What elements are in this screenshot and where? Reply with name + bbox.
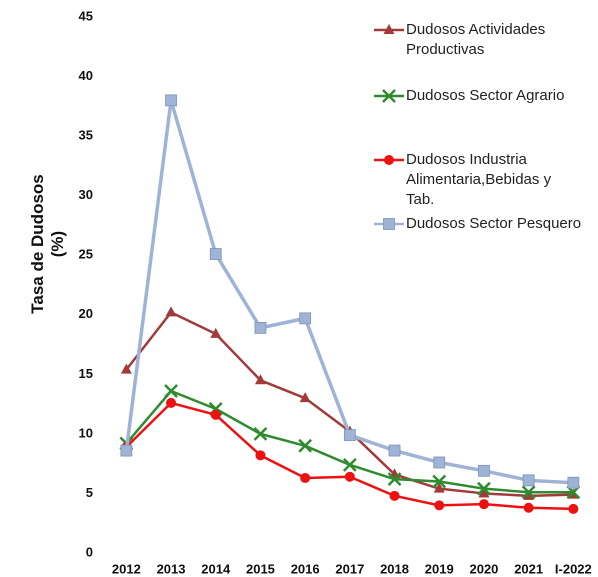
x-tick-label: 2016 xyxy=(291,561,320,576)
y-tick-label: 45 xyxy=(79,8,93,23)
marker xyxy=(388,444,401,457)
marker xyxy=(255,450,266,461)
marker xyxy=(342,457,357,472)
y-tick-label: 0 xyxy=(86,544,93,559)
marker xyxy=(165,94,177,107)
x-tick-label: 2018 xyxy=(380,561,409,576)
marker xyxy=(383,218,395,230)
series-line xyxy=(125,311,574,498)
marker xyxy=(299,392,311,403)
marker xyxy=(433,456,446,469)
legend-item: Dudosos Industria Alimentaria,Bebidas y … xyxy=(372,150,597,210)
x-tick-label: 2021 xyxy=(514,561,543,576)
y-tick-label: 20 xyxy=(79,306,93,321)
marker xyxy=(521,485,536,500)
marker xyxy=(478,499,489,510)
series-line xyxy=(125,401,574,511)
marker xyxy=(478,464,490,477)
legend-swatch xyxy=(374,218,404,230)
marker xyxy=(567,476,580,489)
x-tick-label: 2017 xyxy=(335,561,364,576)
y-tick-label: 10 xyxy=(79,425,93,440)
legend-label: Dudosos Industria Alimentaria,Bebidas y … xyxy=(406,151,552,208)
marker xyxy=(389,490,400,501)
legend-item: Dudosos Actividades Productivas xyxy=(372,20,597,60)
y-tick-label: 40 xyxy=(79,68,93,83)
x-tick-label: 2012 xyxy=(112,561,141,576)
x-tick-label: 2015 xyxy=(246,561,275,576)
y-tick-label: 5 xyxy=(86,485,93,500)
marker xyxy=(522,474,535,487)
x-tick-label: 2013 xyxy=(157,561,186,576)
marker xyxy=(209,248,222,260)
y-tick-label: 30 xyxy=(79,187,93,202)
legend-item: Dudosos Sector Agrario xyxy=(372,86,597,106)
marker xyxy=(343,429,356,441)
marker xyxy=(210,327,222,338)
x-tick-label: 2020 xyxy=(469,561,498,576)
y-tick-label: 25 xyxy=(79,247,93,262)
x-tick-label: 2019 xyxy=(425,561,454,576)
marker xyxy=(210,409,221,420)
marker xyxy=(382,89,396,103)
legend-swatch xyxy=(374,155,404,165)
marker xyxy=(433,482,445,493)
marker xyxy=(568,503,579,514)
marker xyxy=(432,474,447,489)
marker xyxy=(434,500,445,511)
marker xyxy=(344,471,355,482)
marker xyxy=(477,481,491,496)
x-tick-label: 2014 xyxy=(201,561,231,576)
marker xyxy=(384,155,394,165)
x-tick-label: I-2022 xyxy=(555,561,592,576)
marker xyxy=(254,374,266,385)
legend-swatch xyxy=(374,89,404,103)
y-axis-label: Tasa de Dudosos (%) xyxy=(28,174,67,314)
legend-label: Dudosos Sector Pesquero xyxy=(406,215,582,232)
marker xyxy=(166,397,177,408)
legend-label: Dudosos Actividades Productivas xyxy=(406,21,546,58)
marker xyxy=(387,472,402,487)
marker xyxy=(120,444,133,457)
legend-label: Dudosos Sector Agrario xyxy=(406,87,565,104)
marker xyxy=(523,489,535,500)
marker xyxy=(254,321,267,334)
legend-item: Dudosos Sector Pesquero xyxy=(372,214,597,234)
marker xyxy=(300,472,311,483)
marker xyxy=(523,502,534,513)
marker xyxy=(164,384,178,398)
marker xyxy=(120,363,132,374)
y-tick-label: 35 xyxy=(79,128,93,143)
marker xyxy=(478,487,490,498)
marker xyxy=(298,438,313,453)
marker xyxy=(165,306,177,317)
marker xyxy=(253,427,268,441)
marker xyxy=(383,24,395,34)
y-tick-label: 15 xyxy=(79,366,93,381)
legend-swatch xyxy=(374,24,404,34)
marker xyxy=(299,312,312,325)
